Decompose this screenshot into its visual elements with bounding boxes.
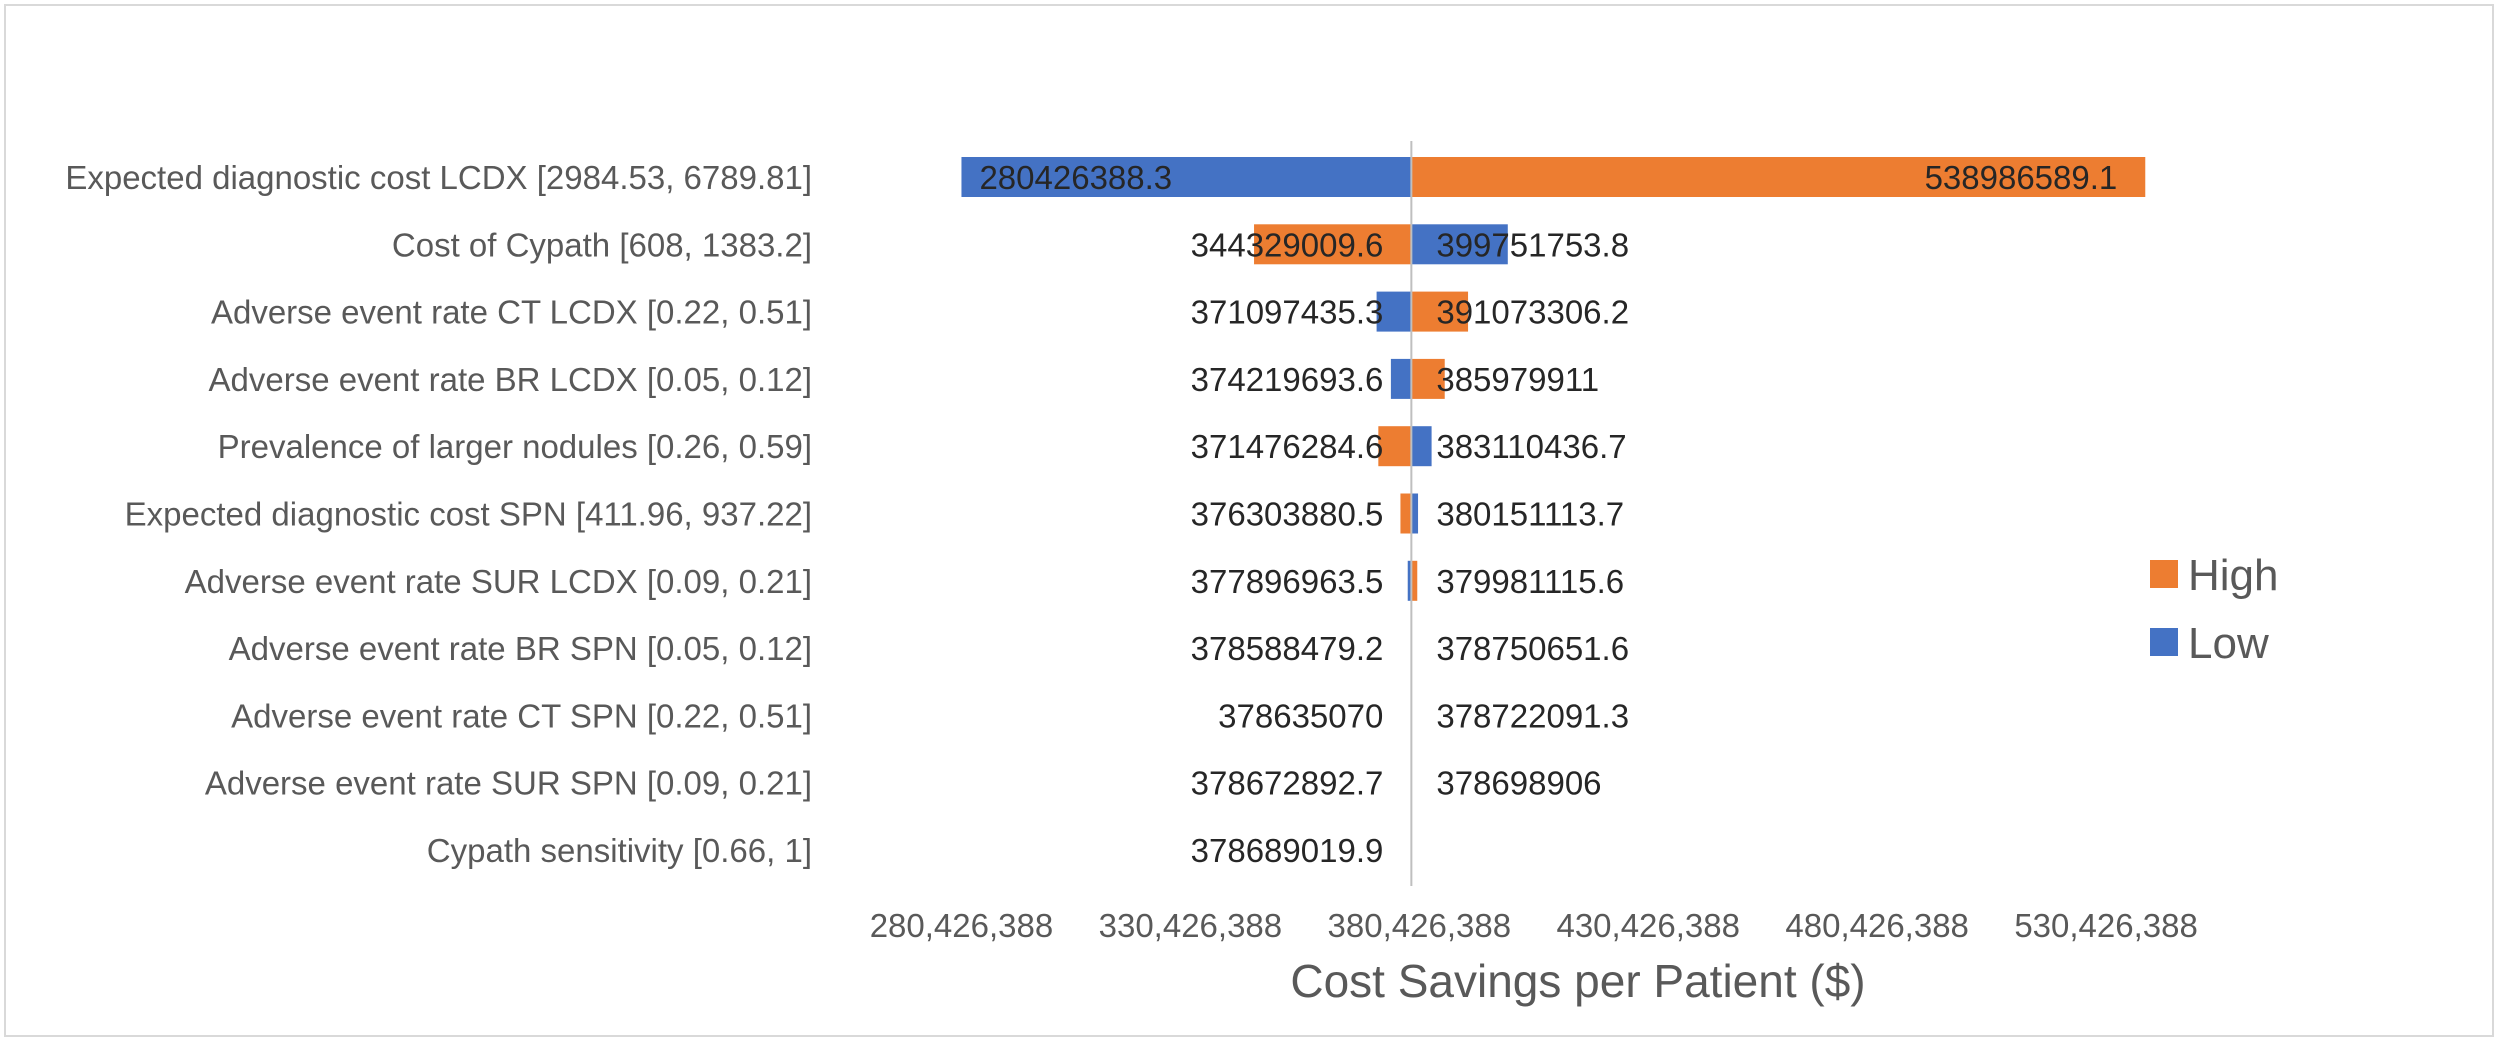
- legend-label-high: High: [2188, 551, 2279, 600]
- category-label: Cost of Cypath [608, 1383.2]: [392, 226, 812, 263]
- bar-high: [1411, 560, 1418, 601]
- category-label: Adverse event rate BR SPN [0.05, 0.12]: [229, 630, 812, 667]
- value-label-high: 376303880.5: [1191, 496, 1384, 533]
- legend-label-low: Low: [2188, 619, 2269, 668]
- category-label: Adverse event rate SUR LCDX [0.09, 0.21]: [185, 563, 812, 600]
- value-label-high: 538986589.1: [1925, 159, 2118, 196]
- category-label: Expected diagnostic cost LCDX [2984.53, …: [65, 159, 812, 196]
- x-tick-label: 530,426,388: [2014, 907, 2198, 944]
- bar-low: [1407, 560, 1412, 601]
- x-tick-label: 280,426,388: [870, 907, 1054, 944]
- x-tick-label: 430,426,388: [1556, 907, 1740, 944]
- value-label-low: 280426388.3: [979, 159, 1172, 196]
- bar-low: [1411, 493, 1419, 534]
- category-label: Prevalence of larger nodules [0.26, 0.59…: [218, 428, 812, 465]
- value-label-high: 344329009.6: [1191, 226, 1384, 263]
- value-label-high: 378722091.3: [1436, 697, 1629, 734]
- value-label-high: 378689019.9: [1191, 832, 1384, 869]
- category-label: Adverse event rate CT SPN [0.22, 0.51]: [231, 697, 812, 734]
- value-label-high: 385979911: [1436, 361, 1599, 398]
- bar-low: [1390, 358, 1412, 399]
- value-label-low: 378588479.2: [1191, 630, 1384, 667]
- value-label-high: 371476284.6: [1191, 428, 1384, 465]
- category-label: Adverse event rate BR LCDX [0.05, 0.12]: [209, 361, 813, 398]
- value-label-low: 371097435.3: [1191, 294, 1384, 331]
- category-label: Expected diagnostic cost SPN [411.96, 93…: [125, 496, 812, 533]
- value-label-low: 399751753.8: [1436, 226, 1629, 263]
- bar-high: [1411, 157, 2146, 197]
- value-label-low: 374219693.6: [1191, 361, 1384, 398]
- value-label-low: 377896963.5: [1191, 563, 1384, 600]
- category-label: Adverse event rate CT LCDX [0.22, 0.51]: [211, 294, 812, 331]
- value-label-low: 380151113.7: [1436, 496, 1624, 533]
- legend-swatch-high: [2150, 560, 2178, 588]
- bar-low: [1411, 426, 1432, 467]
- bar-low: [1411, 224, 1508, 265]
- bar-high: [1400, 493, 1412, 534]
- x-axis-title: Cost Savings per Patient ($): [1290, 955, 1865, 1007]
- value-label-low: 378635070: [1218, 697, 1383, 734]
- legend-swatch-low: [2150, 628, 2178, 656]
- bar-high: [1411, 358, 1445, 399]
- value-label-high: 379981115.6: [1436, 563, 1624, 600]
- x-tick-label: 380,426,388: [1328, 907, 1512, 944]
- category-label: Adverse event rate SUR SPN [0.09, 0.21]: [205, 765, 812, 802]
- bar-high: [1254, 224, 1412, 265]
- value-label-high: 378750651.6: [1436, 630, 1629, 667]
- value-label-low: 383110436.7: [1436, 428, 1626, 465]
- category-label: Cypath sensitivity [0.66, 1]: [427, 832, 812, 869]
- x-tick-label: 480,426,388: [1785, 907, 1969, 944]
- value-label-high: 378698906: [1436, 765, 1601, 802]
- value-label-low: 378672892.7: [1191, 765, 1384, 802]
- bar-high: [1411, 291, 1469, 332]
- bar-high: [1378, 426, 1412, 467]
- bar-low: [1376, 291, 1412, 332]
- x-tick-label: 330,426,388: [1099, 907, 1283, 944]
- bar-low: [961, 157, 1412, 197]
- value-label-high: 391073306.2: [1436, 294, 1629, 331]
